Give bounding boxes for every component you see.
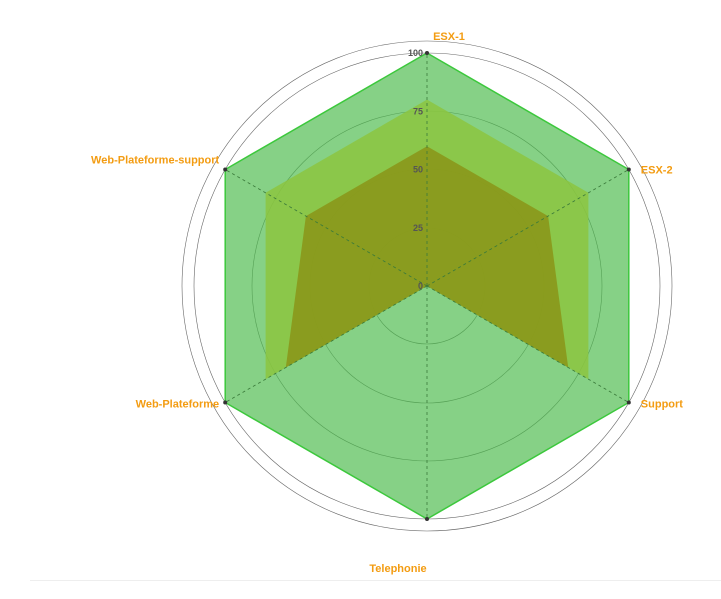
axis-endpoint-5 xyxy=(223,167,228,172)
axis-endpoint-2 xyxy=(626,400,631,405)
axis-label-support: Support xyxy=(641,399,683,411)
radial-tick-labels: 0 25 50 75 100 xyxy=(408,48,423,291)
tick-label-25: 25 xyxy=(413,223,423,233)
axis-label-web-plateforme-support: Web-Plateforme-support xyxy=(91,155,219,167)
axis-label-telephonie: Telephonie xyxy=(369,563,426,575)
axis-endpoint-4 xyxy=(223,400,228,405)
axis-spoke-1 xyxy=(426,169,629,287)
axis-endpoint-1 xyxy=(626,167,631,172)
tick-label-100: 100 xyxy=(408,48,423,58)
axis-label-web-plateforme: Web-Plateforme xyxy=(136,399,220,411)
axis-endpoint-0 xyxy=(425,51,429,55)
tick-label-75: 75 xyxy=(413,106,423,116)
axis-spoke-2 xyxy=(426,285,629,403)
axis-endpoint-3 xyxy=(425,517,429,521)
tick-label-50: 50 xyxy=(413,165,423,175)
tick-label-0: 0 xyxy=(418,281,423,291)
axis-spoke-4 xyxy=(225,285,428,403)
series-polygon-2 xyxy=(285,146,569,368)
bottom-divider xyxy=(30,580,721,581)
axis-labels: ESX-1 ESX-2 Support Telephonie Web-Plateform… xyxy=(91,31,683,575)
axis-spoke-5 xyxy=(225,169,428,287)
axis-spokes xyxy=(223,51,631,521)
axis-label-esx-2: ESX-2 xyxy=(641,165,673,177)
axis-label-esx-1: ESX-1 xyxy=(433,31,465,43)
grid-ring-4 xyxy=(181,40,673,532)
